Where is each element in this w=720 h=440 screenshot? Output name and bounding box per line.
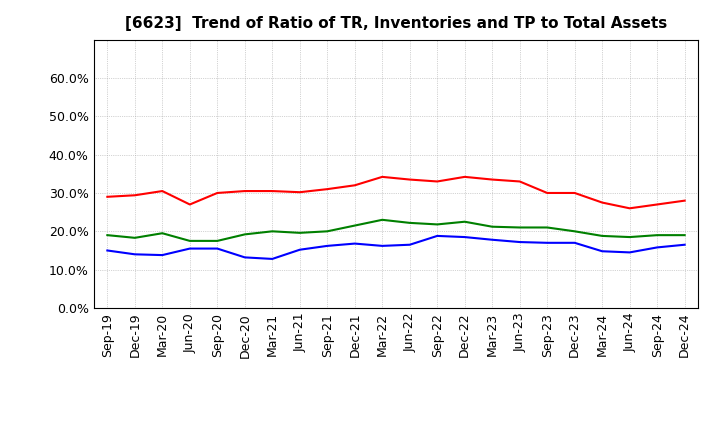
Inventories	[295, 247, 304, 253]
Inventories	[240, 255, 249, 260]
Inventories	[543, 240, 552, 246]
Trade Payables	[598, 233, 606, 238]
Trade Receivables	[268, 188, 276, 194]
Trade Receivables	[213, 191, 222, 196]
Trade Payables	[460, 219, 469, 224]
Trade Payables	[516, 225, 524, 230]
Trade Payables	[653, 232, 662, 238]
Trade Receivables	[653, 202, 662, 207]
Trade Payables	[405, 220, 414, 226]
Trade Payables	[186, 238, 194, 244]
Trade Payables	[130, 235, 139, 241]
Line: Trade Payables: Trade Payables	[107, 220, 685, 241]
Trade Payables	[158, 231, 166, 236]
Trade Receivables	[598, 200, 606, 205]
Inventories	[323, 243, 332, 249]
Trade Receivables	[186, 202, 194, 207]
Inventories	[130, 252, 139, 257]
Inventories	[186, 246, 194, 251]
Trade Receivables	[460, 174, 469, 180]
Trade Receivables	[130, 193, 139, 198]
Inventories	[598, 249, 606, 254]
Inventories	[158, 253, 166, 258]
Trade Payables	[433, 222, 441, 227]
Trade Receivables	[323, 187, 332, 192]
Trade Receivables	[378, 174, 387, 180]
Inventories	[488, 237, 497, 242]
Trade Payables	[378, 217, 387, 223]
Trade Receivables	[543, 191, 552, 196]
Trade Payables	[323, 229, 332, 234]
Inventories	[213, 246, 222, 251]
Inventories	[460, 235, 469, 240]
Inventories	[680, 242, 689, 247]
Inventories	[405, 242, 414, 247]
Trade Payables	[351, 223, 359, 228]
Title: [6623]  Trend of Ratio of TR, Inventories and TP to Total Assets: [6623] Trend of Ratio of TR, Inventories…	[125, 16, 667, 32]
Trade Payables	[543, 225, 552, 230]
Inventories	[516, 239, 524, 245]
Trade Receivables	[295, 190, 304, 195]
Trade Receivables	[488, 177, 497, 182]
Inventories	[653, 245, 662, 250]
Trade Payables	[295, 230, 304, 235]
Trade Receivables	[158, 188, 166, 194]
Trade Receivables	[433, 179, 441, 184]
Inventories	[103, 248, 112, 253]
Trade Payables	[268, 229, 276, 234]
Trade Payables	[240, 232, 249, 237]
Trade Payables	[488, 224, 497, 229]
Trade Payables	[626, 235, 634, 240]
Inventories	[570, 240, 579, 246]
Trade Receivables	[570, 191, 579, 196]
Trade Payables	[103, 232, 112, 238]
Trade Receivables	[351, 183, 359, 188]
Trade Receivables	[680, 198, 689, 203]
Trade Receivables	[240, 188, 249, 194]
Inventories	[268, 256, 276, 261]
Trade Receivables	[516, 179, 524, 184]
Inventories	[433, 233, 441, 238]
Inventories	[351, 241, 359, 246]
Line: Trade Receivables: Trade Receivables	[107, 177, 685, 208]
Inventories	[378, 243, 387, 249]
Trade Payables	[680, 232, 689, 238]
Trade Payables	[570, 229, 579, 234]
Line: Inventories: Inventories	[107, 236, 685, 259]
Inventories	[626, 250, 634, 255]
Trade Payables	[213, 238, 222, 244]
Trade Receivables	[405, 177, 414, 182]
Trade Receivables	[626, 205, 634, 211]
Trade Receivables	[103, 194, 112, 199]
